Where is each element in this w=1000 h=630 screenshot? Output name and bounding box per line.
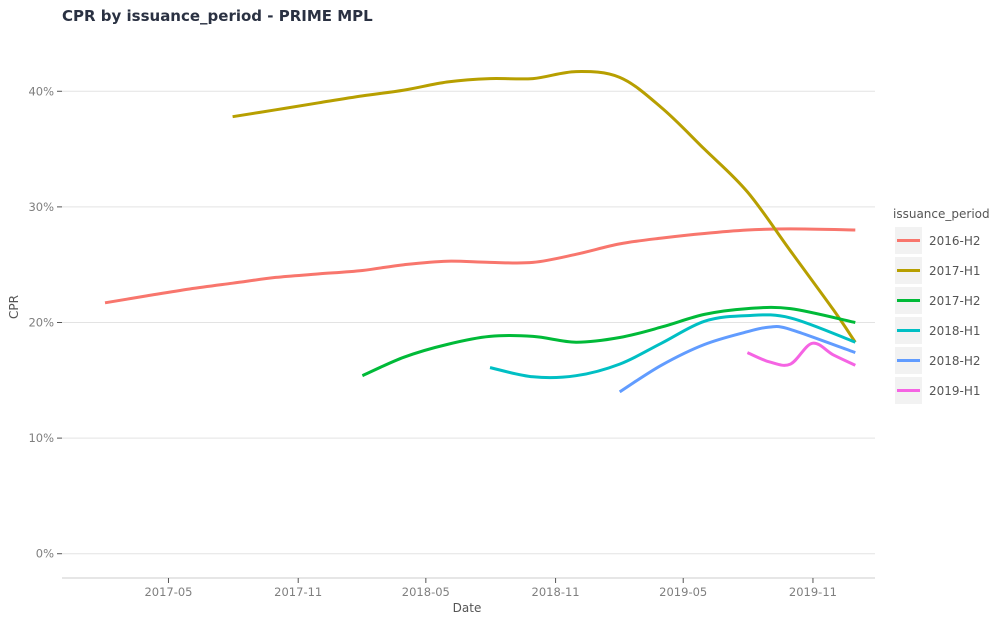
legend-items: 2016-H2 2017-H1 2017-H2 2018-H1 2018-H2 2019-… [895, 227, 981, 404]
series-line-2017-H1 [232, 70, 857, 344]
legend-label: 2018-H1 [929, 324, 981, 338]
y-tick-label: 10% [28, 431, 54, 445]
x-tick-label: 2019-05 [659, 585, 707, 599]
legend-title: issuance_period [893, 207, 990, 221]
legend-label: 2018-H2 [929, 354, 981, 368]
x-tick-label: 2017-05 [144, 585, 192, 599]
x-tick-label: 2019-11 [789, 585, 837, 599]
y-tick-label: 30% [28, 200, 54, 214]
y-tick-label: 40% [28, 84, 54, 98]
legend-label: 2017-H2 [929, 294, 981, 308]
chart-title: CPR by issuance_period - PRIME MPL [62, 7, 373, 25]
y-tick-label: 20% [28, 315, 54, 329]
axes: 0% 10% 20% 30% 40% 2017-05 2017-11 2018-05 2018-… [28, 84, 875, 599]
series-lines [104, 70, 857, 394]
grid-lines [62, 90, 875, 555]
legend-label: 2019-H1 [929, 384, 981, 398]
x-tick-label: 2018-11 [532, 585, 580, 599]
series-line-2018-H1 [489, 313, 856, 380]
series-line-2018-H2 [618, 325, 856, 394]
series-line-2019-H1 [746, 341, 856, 367]
x-axis-title: Date [453, 601, 482, 615]
x-tick-label: 2018-05 [402, 585, 450, 599]
y-axis-title: CPR [7, 295, 21, 319]
x-tick-label: 2017-11 [274, 585, 322, 599]
legend-label: 2017-H1 [929, 264, 981, 278]
y-tick-label: 0% [36, 547, 54, 561]
series-line-2016-H2 [104, 227, 856, 305]
legend-label: 2016-H2 [929, 234, 981, 248]
series-line-2017-H2 [361, 305, 856, 378]
legend: issuance_period 2016-H22017-H12017-H2201… [893, 207, 990, 404]
